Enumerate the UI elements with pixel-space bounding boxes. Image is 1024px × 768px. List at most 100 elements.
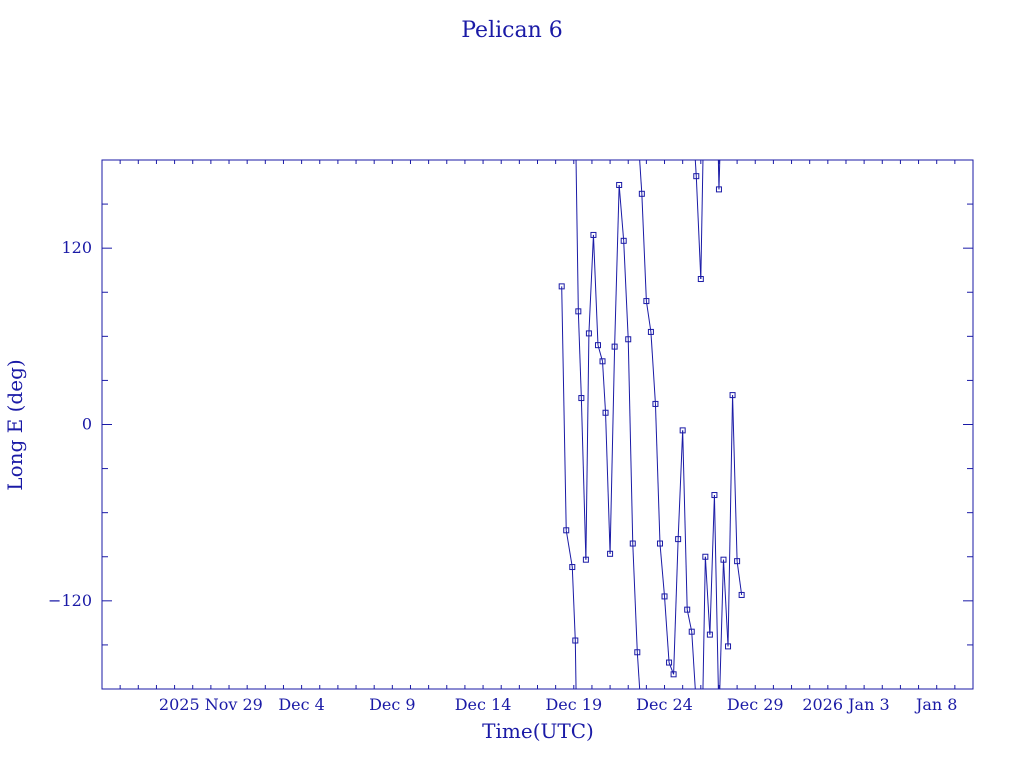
- data-point: [643, 298, 650, 305]
- data-point: [675, 536, 682, 543]
- data-point: [684, 606, 691, 613]
- data-point: [729, 392, 736, 399]
- data-point: [569, 564, 576, 571]
- data-point: [688, 628, 695, 635]
- series-segment: [691, 631, 696, 690]
- series-segment: [614, 184, 620, 347]
- data-point: [706, 631, 713, 638]
- data-point: [575, 308, 582, 315]
- data-point: [616, 181, 623, 188]
- data-point: [670, 671, 677, 678]
- series-segment: [575, 159, 579, 312]
- series-segment: [673, 539, 679, 675]
- x-tick-label: 2026 Jan 3: [802, 695, 889, 714]
- series-segment: [664, 596, 670, 663]
- series-segment: [659, 543, 666, 597]
- data-point: [661, 593, 668, 600]
- data-point: [702, 553, 709, 560]
- data-point: [558, 283, 565, 290]
- series-segment: [609, 346, 616, 554]
- series-segment: [709, 495, 715, 635]
- series-segment: [732, 395, 738, 562]
- series-segment: [645, 300, 652, 332]
- x-tick-label: Jan 8: [914, 695, 958, 714]
- series-group: [558, 159, 745, 690]
- series-segment: [704, 556, 711, 635]
- x-tick-label: Dec 14: [455, 695, 512, 714]
- series-segment: [574, 640, 577, 690]
- data-point: [572, 637, 579, 644]
- data-point: [638, 190, 645, 197]
- data-point: [711, 492, 718, 499]
- series-segment: [632, 543, 638, 653]
- series-segment: [641, 193, 647, 302]
- data-point: [656, 540, 663, 547]
- data-point: [738, 591, 745, 598]
- series-segment: [719, 559, 724, 690]
- series-segment: [668, 662, 675, 675]
- series-segment: [700, 159, 704, 280]
- plot-frame: [101, 159, 974, 690]
- x-tick-label: Dec 24: [636, 695, 693, 714]
- series-segment: [650, 331, 656, 404]
- data-point: [602, 409, 609, 416]
- data-point: [599, 358, 606, 365]
- x-tick-label: Dec 4: [278, 695, 325, 714]
- series-segment: [702, 556, 706, 690]
- data-point: [634, 649, 641, 656]
- series-segment: [718, 159, 721, 190]
- series-segment: [571, 567, 576, 641]
- series-segment: [636, 652, 641, 690]
- series-segment: [602, 361, 607, 413]
- data-point: [652, 400, 659, 407]
- data-point: [734, 558, 741, 565]
- y-tick-label: 0: [82, 415, 92, 434]
- series-segment: [585, 333, 590, 560]
- x-axis-label: Time(UTC): [482, 719, 594, 743]
- y-tick-label: −120: [48, 591, 92, 610]
- data-point: [582, 556, 589, 563]
- data-point: [679, 427, 686, 434]
- data-point: [725, 643, 732, 650]
- data-point: [625, 336, 632, 343]
- data-point: [594, 342, 601, 349]
- data-point: [697, 276, 704, 283]
- data-point: [585, 330, 592, 337]
- series-segment: [639, 159, 643, 194]
- series-segment: [592, 234, 599, 346]
- series-segment: [654, 403, 661, 544]
- series-segment: [588, 234, 594, 334]
- data-point: [715, 186, 722, 193]
- data-point: [693, 173, 700, 180]
- series-segment: [561, 286, 567, 531]
- data-point: [590, 231, 597, 238]
- data-point: [720, 556, 727, 563]
- data-point: [647, 328, 654, 335]
- series-segment: [580, 398, 587, 560]
- series-segment: [736, 561, 743, 596]
- y-axis-label: Long E (deg): [3, 359, 27, 490]
- x-tick-labels: 2025 Nov 29 Dec 4 Dec 9 Dec 14 Dec 19 Dec 24 D…: [159, 695, 958, 714]
- series-segment: [682, 430, 688, 610]
- series-segment: [677, 430, 684, 540]
- series-segment: [565, 530, 573, 568]
- data-point: [563, 527, 570, 534]
- data-point: [629, 540, 636, 547]
- series-segment: [713, 495, 719, 690]
- series-segment: [577, 311, 582, 399]
- series-segment: [695, 176, 702, 280]
- series-segment: [623, 240, 629, 340]
- x-tick-label: Dec 29: [727, 695, 784, 714]
- data-point: [607, 550, 614, 557]
- series-segment: [605, 412, 611, 554]
- y-tick-labels: −120 0 120: [48, 238, 92, 610]
- series-segment: [722, 559, 729, 647]
- data-point: [620, 237, 627, 244]
- series-segment: [618, 184, 625, 241]
- x-tick-label: 2025 Nov 29: [159, 695, 263, 714]
- y-tick-label: 120: [61, 238, 92, 257]
- chart-title: Pelican 6: [461, 18, 563, 43]
- x-tick-label: Dec 9: [369, 695, 416, 714]
- series-segment: [686, 609, 693, 632]
